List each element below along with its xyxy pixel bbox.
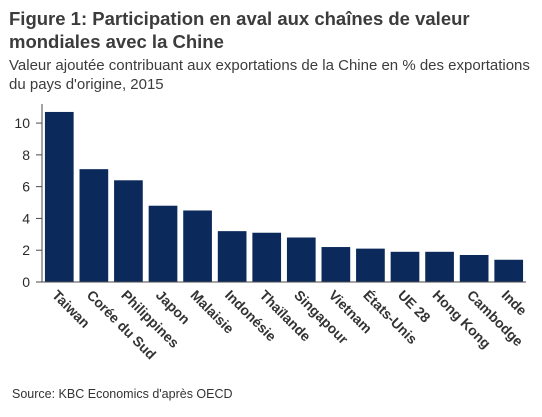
bar — [148, 205, 178, 282]
y-tick-label: 6 — [22, 179, 30, 195]
y-tick-label: 0 — [22, 274, 30, 290]
bar — [425, 251, 454, 282]
bar — [252, 232, 282, 282]
bar — [356, 248, 385, 282]
y-tick-label: 10 — [14, 115, 30, 131]
chart-subtitle: Valeur ajoutée contribuant aux exportati… — [9, 57, 530, 93]
bar — [390, 251, 420, 282]
chart-title: Figure 1: Participation en aval aux chaî… — [9, 8, 470, 52]
bar — [114, 180, 143, 282]
bar — [321, 247, 351, 282]
y-axis: 0 2 4 6 8 10 — [14, 104, 43, 290]
y-tick-label: 4 — [22, 210, 30, 226]
bar — [286, 237, 316, 282]
y-tick-label: 8 — [22, 147, 30, 163]
bar — [217, 231, 247, 282]
bars — [44, 111, 524, 282]
bar — [44, 111, 74, 282]
bar — [459, 254, 489, 282]
y-tick-label: 2 — [22, 242, 30, 258]
bar — [79, 169, 109, 282]
x-tick-label: Taiwan — [49, 287, 93, 331]
bar — [494, 259, 524, 282]
bar — [183, 210, 212, 282]
source-note: Source: KBC Economics d'après OECD — [12, 387, 233, 401]
